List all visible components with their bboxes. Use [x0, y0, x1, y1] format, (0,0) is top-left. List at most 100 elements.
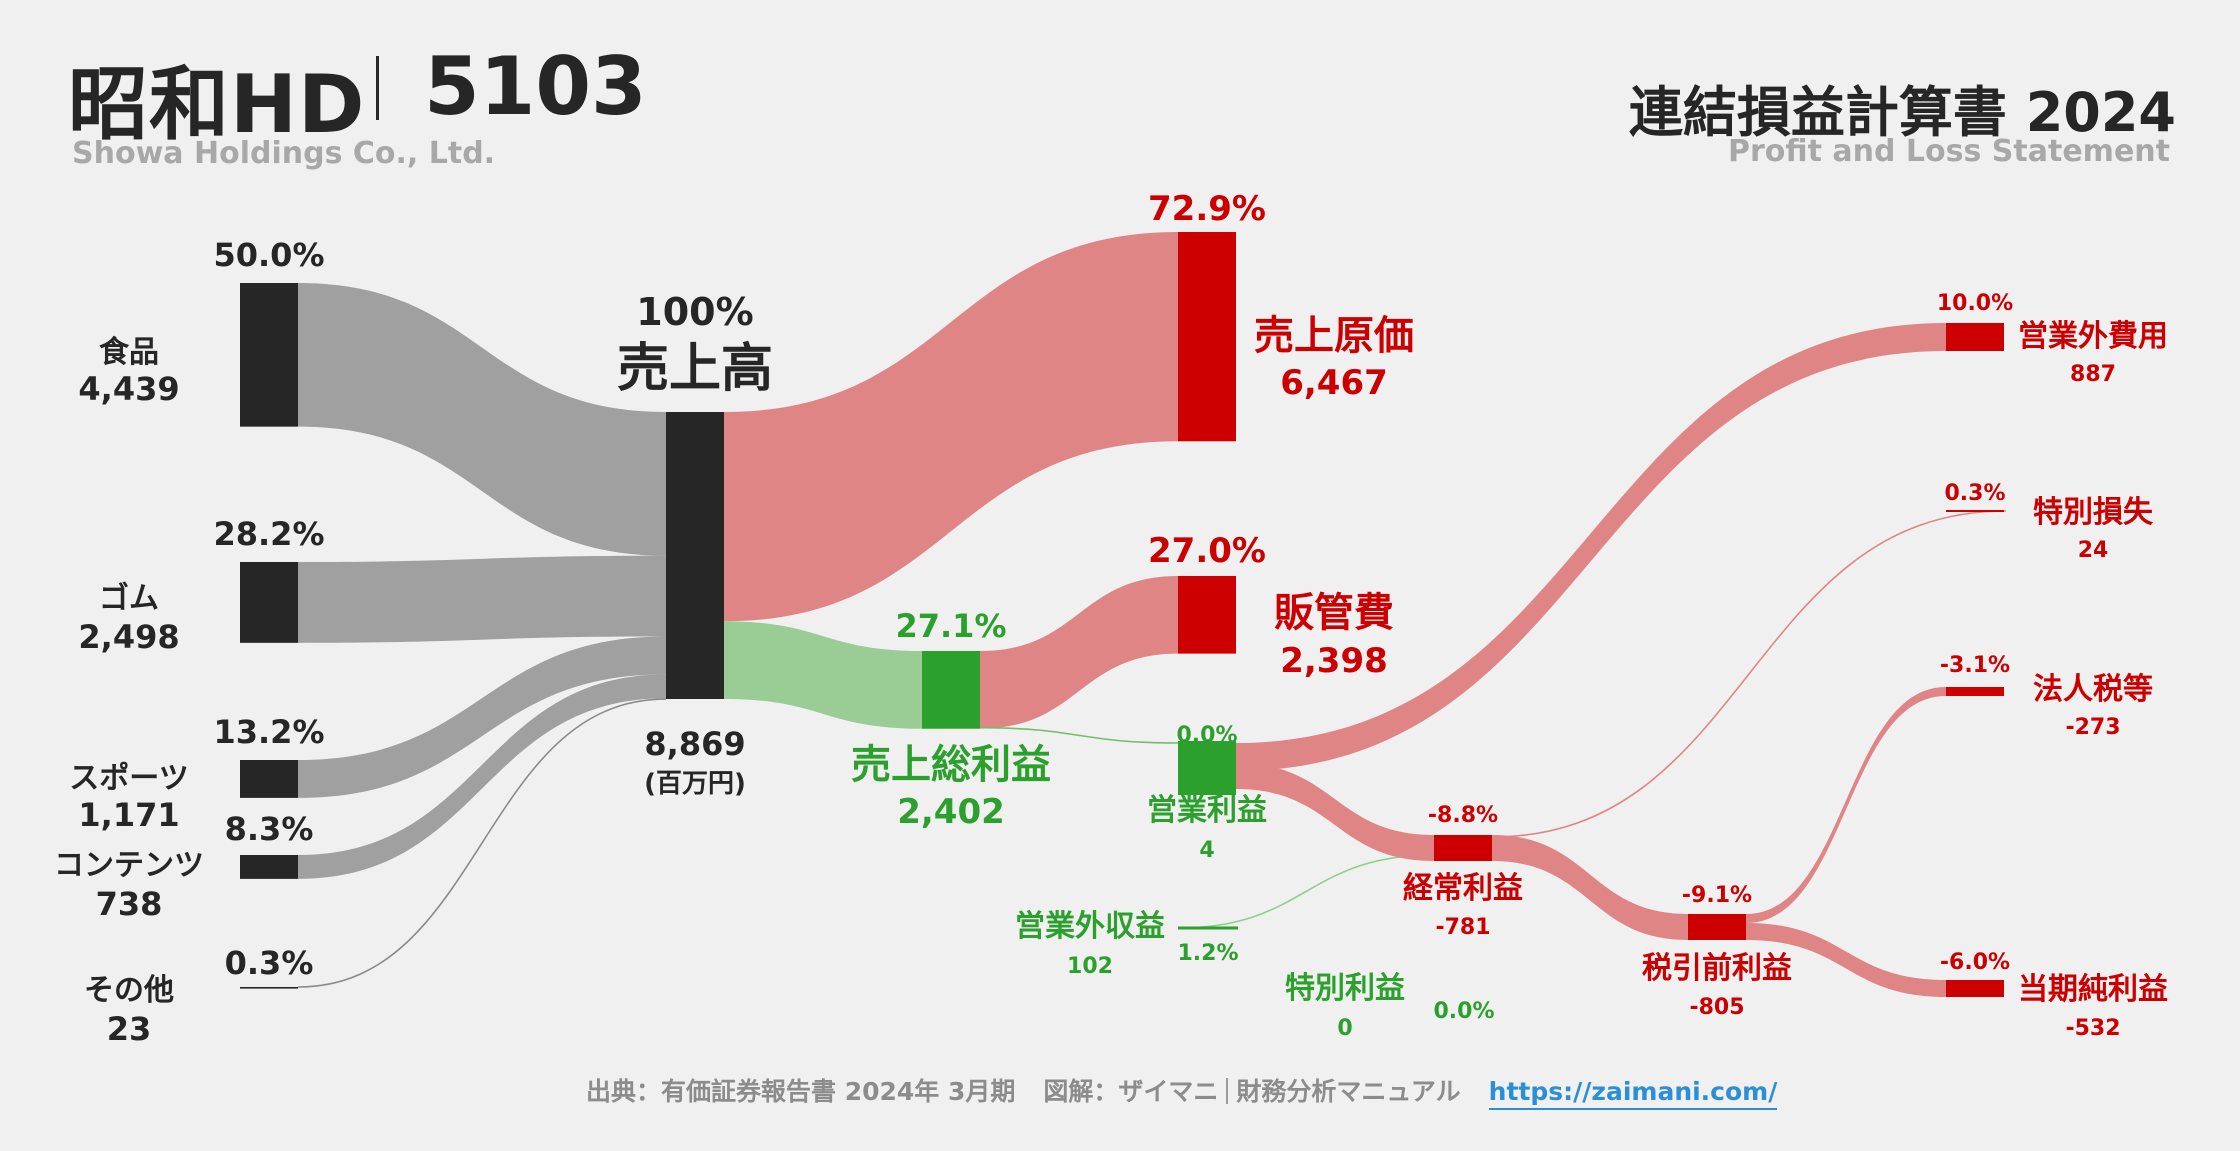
footer-source: 出典：有価証券報告書 2024年 3月期: [586, 1077, 1016, 1106]
segment-node: [240, 283, 298, 427]
segment-pct: 13.2%: [213, 713, 324, 751]
pretax-profit-node: [1688, 914, 1746, 940]
non-operating-income-flow: [1177, 854, 1435, 929]
cost-of-sales-node: [1178, 232, 1236, 442]
ordinary-to-pretax-flow: [1492, 835, 1688, 940]
operating-profit-name: 営業利益: [1147, 793, 1267, 828]
ordinary-profit-name: 経常利益: [1403, 871, 1523, 906]
extraordinary-losses-name: 特別損失: [2033, 495, 2154, 530]
operating-profit-flow: [979, 726, 1179, 744]
segment-node: [240, 760, 298, 798]
segment-pct: 0.3%: [225, 944, 314, 982]
sga-node: [1178, 576, 1236, 654]
segment-name: 食品: [99, 335, 159, 370]
income-taxes-value: -273: [2065, 715, 2120, 740]
cost-of-sales-pct: 72.9%: [1148, 189, 1266, 229]
extraordinary-losses-node: [1946, 510, 2004, 512]
extraordinary-losses-pct: 0.3%: [1944, 481, 2005, 506]
segment-value: 23: [107, 1010, 152, 1048]
segment-name: ゴム: [99, 581, 159, 616]
non-operating-expenses-name: 営業外費用: [2018, 319, 2168, 354]
sga-flow: [980, 576, 1178, 729]
operating-to-ordinary-flow: [1236, 763, 1434, 861]
pretax-profit-value: -805: [1689, 995, 1744, 1020]
footer-divider: [1226, 1078, 1229, 1104]
gross-profit-pct: 27.1%: [895, 607, 1006, 645]
ordinary-profit-value: -781: [1435, 915, 1490, 940]
footer-link[interactable]: https://zaimani.com/: [1488, 1077, 1778, 1110]
net-income-name: 当期純利益: [2018, 972, 2168, 1007]
segment-pct: 28.2%: [213, 515, 324, 553]
statement-subtitle: Profit and Loss Statement: [1727, 134, 2170, 169]
gross-profit-node: [922, 651, 980, 729]
revenue-name: 売上高: [617, 339, 773, 399]
ordinary-profit-pct: -8.8%: [1428, 803, 1498, 828]
revenue-value: 8,869: [644, 725, 745, 763]
segment-value: 1,171: [78, 796, 179, 834]
segment-flow: [297, 698, 667, 988]
segment-value: 2,498: [78, 618, 179, 656]
non-operating-expenses-value: 887: [2070, 362, 2116, 387]
non-operating-income-name: 営業外収益: [1015, 909, 1165, 944]
operating-profit-pct: 0.0%: [1176, 723, 1237, 748]
operating-profit-value: 4: [1199, 838, 1214, 863]
footer-credit: 図解：ザイマニ: [1043, 1077, 1219, 1106]
segment-value: 4,439: [78, 370, 179, 408]
company-name: 昭和HD: [68, 58, 366, 151]
gross-profit-name: 売上総利益: [851, 742, 1051, 788]
extraordinary-income-name: 特別利益: [1285, 971, 1405, 1006]
segment-pct: 8.3%: [225, 810, 314, 848]
sga-name: 販管費: [1274, 590, 1394, 636]
gross-profit-flow: [724, 621, 922, 729]
segment-value: 738: [96, 885, 163, 923]
extraordinary-income-pct: 0.0%: [1433, 999, 1494, 1024]
net-income-pct: -6.0%: [1940, 950, 2010, 975]
non-operating-income-pct: 1.2%: [1177, 941, 1238, 966]
extraordinary-losses-flow: [1491, 510, 2007, 838]
operating-profit-node: [1178, 741, 1236, 795]
footer-credit-sub: 財務分析マニュアル: [1236, 1077, 1461, 1106]
segment-flow: [298, 283, 666, 556]
income-taxes-pct: -3.1%: [1940, 653, 2010, 678]
statement-title: 連結損益計算書 2024: [1628, 81, 2176, 144]
net-income-value: -532: [2065, 1016, 2120, 1041]
net-income-node: [1946, 980, 2004, 997]
segment-node: [240, 987, 298, 989]
sga-value: 2,398: [1280, 641, 1388, 681]
footer: 出典：有価証券報告書 2024年 3月期 図解：ザイマニ 財務分析マニュアル http…: [586, 1072, 1778, 1110]
cost-of-sales-flow: [724, 232, 1178, 622]
ticker-code: 5103: [424, 40, 647, 133]
gross-profit-value: 2,402: [897, 792, 1005, 832]
net-income-flow: [1746, 923, 1946, 997]
income-taxes-flow: [1746, 687, 1946, 923]
segment-pct: 50.0%: [213, 236, 324, 274]
extraordinary-income-value: 0: [1337, 1016, 1352, 1041]
revenue-unit: (百万円): [644, 769, 746, 799]
income-taxes-node: [1946, 687, 2004, 696]
non-operating-income-value: 102: [1067, 954, 1113, 979]
non-operating-expenses-node: [1946, 323, 2004, 351]
segment-name: その他: [84, 973, 174, 1008]
title-divider: [376, 56, 379, 120]
ordinary-profit-node: [1434, 835, 1492, 861]
non-operating-expenses-pct: 10.0%: [1937, 291, 2013, 316]
company-name-en: Showa Holdings Co., Ltd.: [72, 136, 496, 171]
cost-of-sales-name: 売上原価: [1254, 313, 1414, 359]
segment-name: スポーツ: [69, 761, 188, 796]
non-operating-expenses-flow: [1236, 323, 1946, 771]
segment-node: [240, 562, 298, 643]
segment-flow: [298, 636, 666, 798]
pretax-profit-pct: -9.1%: [1682, 883, 1752, 908]
segment-node: [240, 855, 298, 879]
segment-flow: [298, 555, 666, 643]
sga-pct: 27.0%: [1148, 531, 1266, 571]
cost-of-sales-value: 6,467: [1280, 363, 1388, 403]
segment-flow: [298, 674, 666, 879]
revenue-pct: 100%: [636, 290, 753, 334]
extraordinary-losses-value: 24: [2078, 538, 2109, 563]
pretax-profit-name: 税引前利益: [1642, 951, 1792, 986]
segment-name: コンテンツ: [54, 848, 204, 883]
revenue-node: [666, 412, 724, 699]
